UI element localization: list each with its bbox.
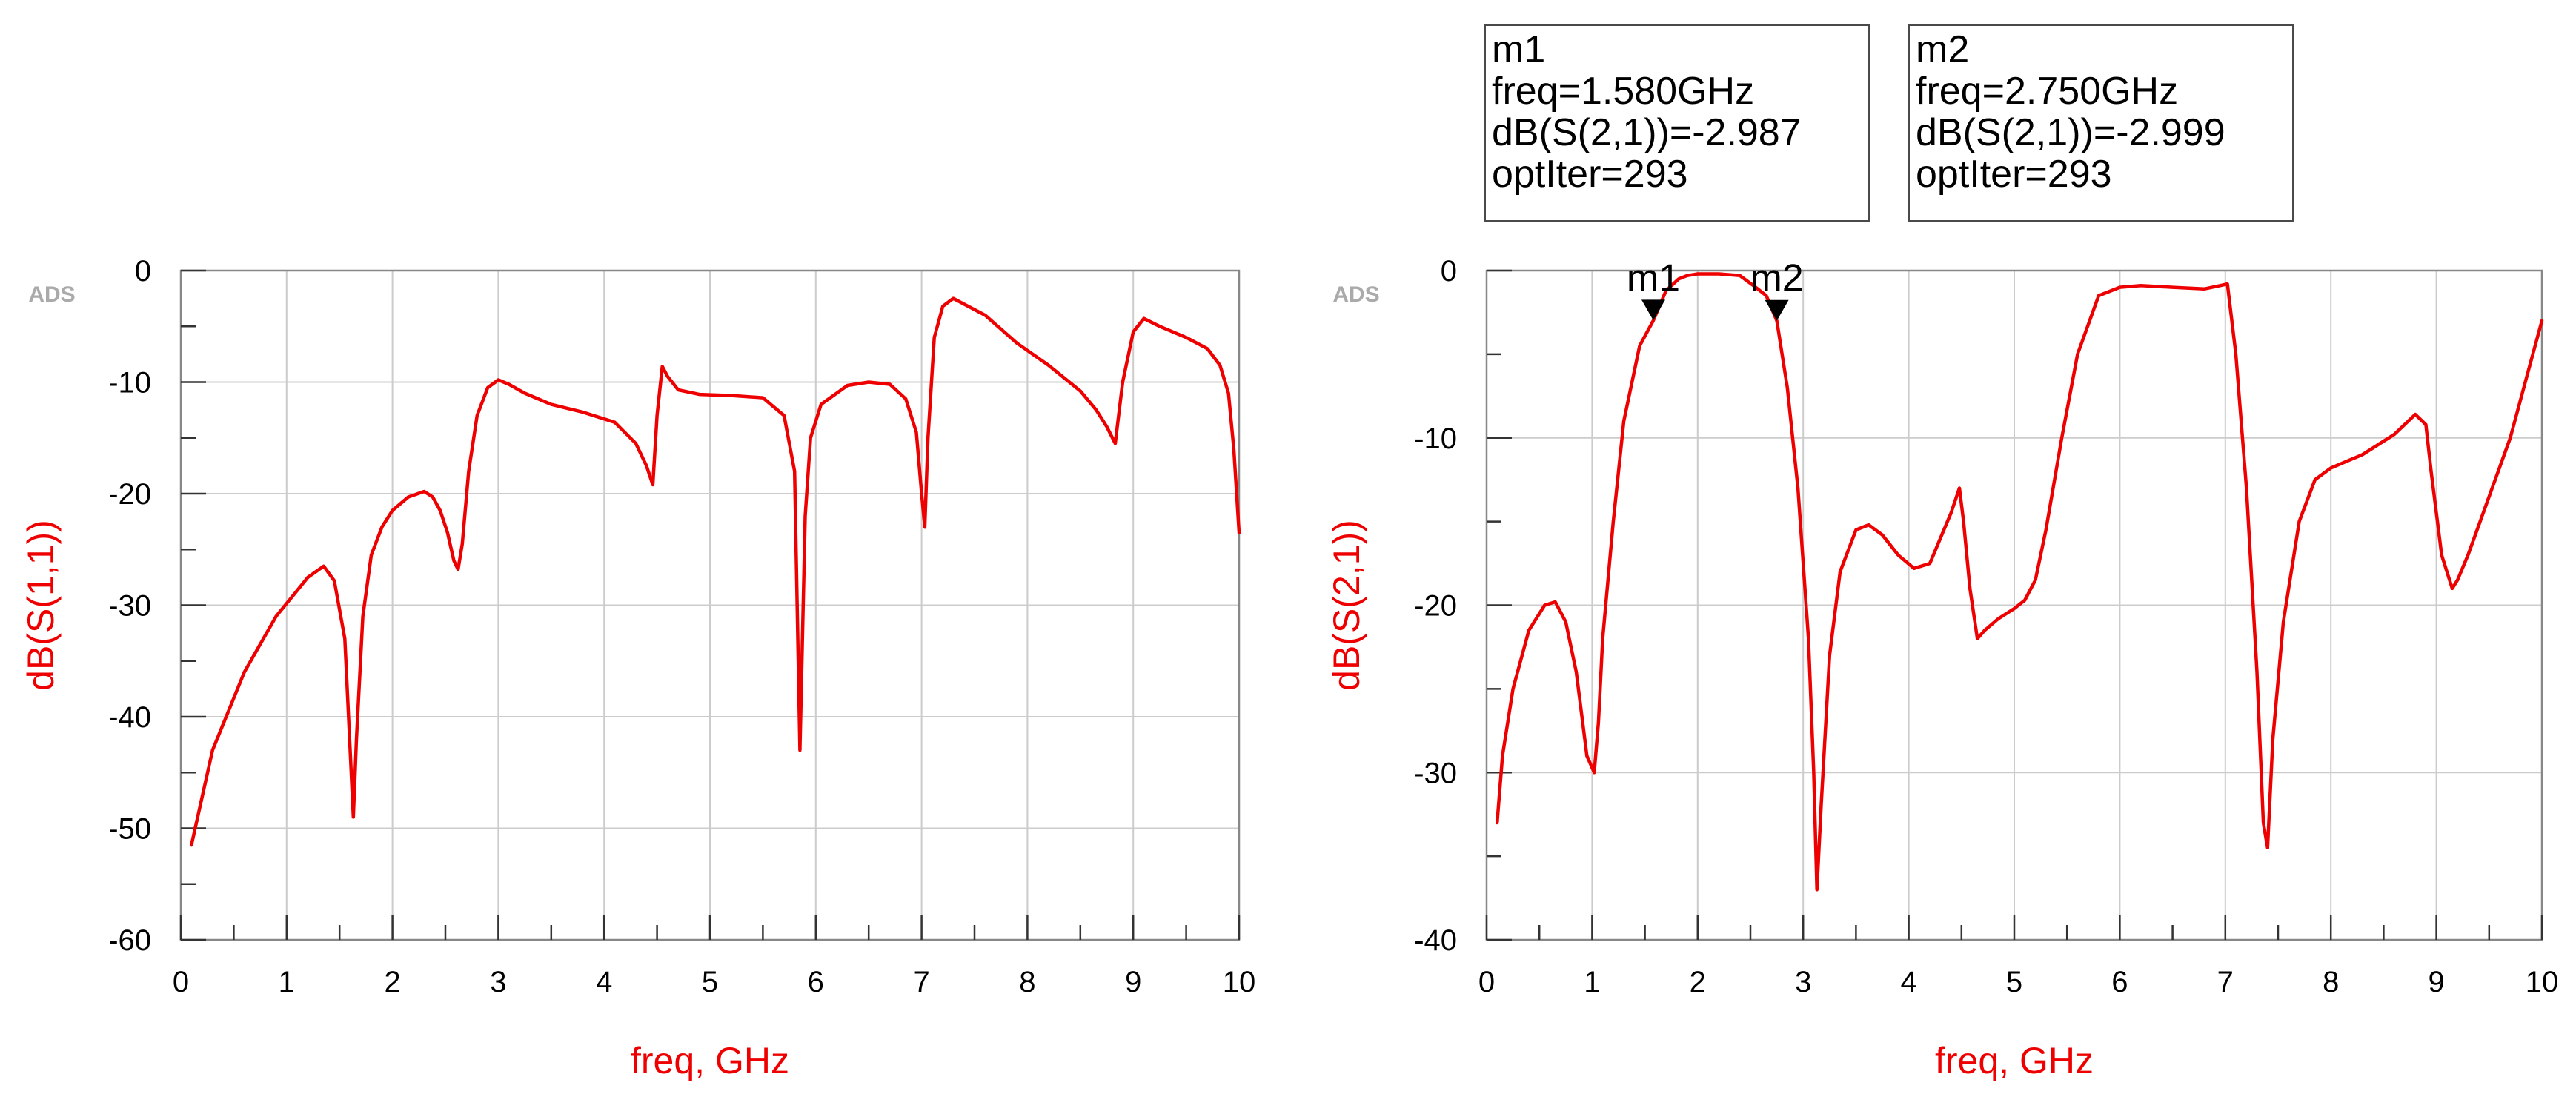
chart-2: ADS 0 1 2 3 4 5 6 7 8 9 10 0 -10 -20 -30 -40 freq, GHz dB(… (1326, 255, 2558, 1081)
x-tick-label: 0 (1478, 966, 1495, 998)
y-tick-label: -40 (108, 701, 151, 734)
y-tick-label: -60 (108, 924, 151, 957)
x-tick-label: 10 (2526, 966, 2559, 998)
marker-readout-m2[interactable]: m2 freq=2.750GHz dB(S(2,1))=-2.999 optIt… (1908, 24, 2294, 222)
x-axis-label: freq, GHz (631, 1040, 789, 1081)
x-tick-label: 5 (2006, 966, 2022, 998)
y-tick-label: -40 (1414, 924, 1457, 957)
marker-readout-m1[interactable]: m1 freq=1.580GHz dB(S(2,1))=-2.987 optIt… (1484, 24, 1870, 222)
x-tick-label: 9 (1125, 966, 1141, 998)
y-tick-label: 0 (135, 255, 151, 288)
y-tick-label: 0 (1441, 255, 1457, 288)
x-tick-label: 3 (1795, 966, 1811, 998)
x-tick-label: 6 (808, 966, 824, 998)
marker-readout-line: freq=1.580GHz (1492, 70, 1755, 113)
ads-watermark: ADS (1332, 282, 1379, 307)
x-tick-label: 7 (913, 966, 929, 998)
series-line (1495, 272, 2544, 892)
y-tick-label: -20 (1414, 590, 1457, 623)
x-tick-label: 2 (384, 966, 400, 998)
x-tick-label: 8 (2323, 966, 2339, 998)
y-axis-label: dB(S(2,1)) (1326, 520, 1367, 691)
marker-readout-line: m1 (1492, 28, 1546, 71)
x-tick-label: 10 (1223, 966, 1256, 998)
x-tick-label: 4 (1900, 966, 1916, 998)
x-tick-label: 2 (1690, 966, 1706, 998)
x-axis-label: freq, GHz (1935, 1040, 2094, 1081)
x-tick-label: 7 (2217, 966, 2234, 998)
x-tick-label: 9 (2428, 966, 2444, 998)
marker-triangle-m2 (1765, 299, 1789, 321)
chart-1: ADS 0 1 2 3 4 5 6 7 8 9 10 0 -10 -20 -30 -40 -50 -60 freq, … (20, 255, 1255, 1081)
y-tick-label: -10 (1414, 422, 1457, 455)
y-tick-label: -20 (108, 478, 151, 511)
x-tick-label: 8 (1019, 966, 1035, 998)
series-line (190, 296, 1241, 847)
marker-readout-line: dB(S(2,1))=-2.987 (1492, 111, 1802, 154)
marker-readout-line: dB(S(2,1))=-2.999 (1916, 111, 2225, 154)
marker-label-m2: m2 (1750, 257, 1803, 300)
x-tick-label: 3 (490, 966, 506, 998)
x-tick-label: 5 (702, 966, 718, 998)
x-tick-label: 4 (596, 966, 612, 998)
x-tick-label: 6 (2111, 966, 2128, 998)
ads-watermark: ADS (28, 282, 75, 307)
y-axis-label: dB(S(1,1)) (20, 520, 62, 691)
marker-readout-line: optIter=293 (1916, 153, 2112, 196)
x-tick-label: 1 (1584, 966, 1600, 998)
y-tick-label: -10 (108, 367, 151, 400)
marker-label-m1: m1 (1627, 256, 1680, 299)
x-tick-label: 1 (279, 966, 295, 998)
y-tick-label: -30 (1414, 757, 1457, 789)
marker-readout-line: optIter=293 (1492, 153, 1688, 196)
marker-readout-line: freq=2.750GHz (1916, 70, 2179, 113)
marker-triangle-m1 (1641, 299, 1665, 321)
y-tick-label: -50 (108, 813, 151, 846)
x-tick-label: 0 (173, 966, 189, 998)
y-tick-label: -30 (108, 590, 151, 623)
marker-readout-line: m2 (1916, 28, 1970, 71)
